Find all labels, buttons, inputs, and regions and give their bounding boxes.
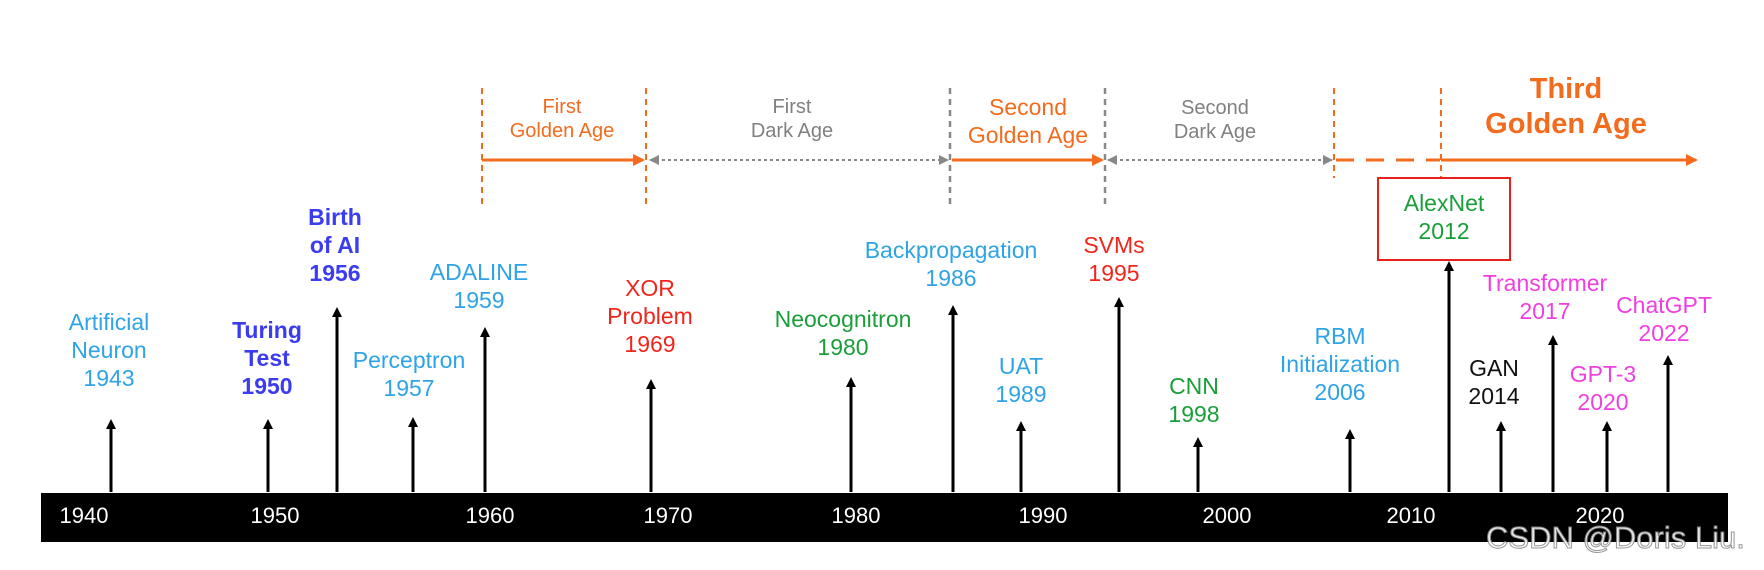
event-birth-of-ai: Birth of AI 1956 [308,204,362,287]
year-2000: 2000 [1202,503,1252,528]
axis-bar [41,493,1728,542]
year-2020: 2020 [1575,503,1625,528]
year-2010: 2010 [1386,503,1436,528]
event-gan: GAN 2014 [1468,355,1520,410]
era-second-dark: Second Dark Age [1173,97,1257,144]
year-1960: 1960 [465,503,515,528]
year-1990: 1990 [1018,503,1068,528]
watermark: CSDN @Doris Liu. [1486,520,1746,556]
event-neocognitron: Neocognitron 1980 [774,306,912,361]
era-first-golden: First Golden Age [509,96,615,143]
year-1950: 1950 [250,503,300,528]
event-alexnet: AlexNet 2012 [1403,190,1485,245]
event-adaline: ADALINE 1959 [429,259,529,314]
event-svms: SVMs 1995 [1083,232,1145,287]
event-xor-problem: XOR Problem 1969 [607,275,693,358]
event-rbm: RBM Initialization 2006 [1279,323,1401,406]
event-uat: UAT 1989 [995,353,1047,408]
era-third-golden: Third Golden Age [1485,73,1647,141]
event-cnn: CNN 1998 [1168,373,1220,428]
year-1970: 1970 [643,503,693,528]
event-perceptron: Perceptron 1957 [352,347,466,402]
year-1940: 1940 [59,503,109,528]
era-first-dark: First Dark Age [750,96,834,143]
era-second-golden: Second Golden Age [967,94,1089,149]
event-gpt3: GPT-3 2020 [1569,361,1637,416]
alexnet-highlight-box [1377,177,1511,261]
event-transformer: Transformer 2017 [1482,270,1608,325]
event-backpropagation: Backpropagation 1986 [864,237,1038,292]
year-1980: 1980 [831,503,881,528]
event-artificial-neuron: Artificial Neuron 1943 [68,309,150,392]
event-chatgpt: ChatGPT 2022 [1616,292,1712,347]
event-turing-test: Turing Test 1950 [232,317,302,400]
